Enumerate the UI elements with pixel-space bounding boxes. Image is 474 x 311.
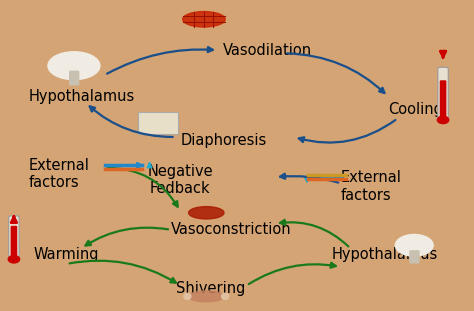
Text: Shivering: Shivering <box>175 281 245 296</box>
FancyBboxPatch shape <box>410 251 419 263</box>
FancyArrowPatch shape <box>287 53 384 93</box>
FancyArrowPatch shape <box>280 174 338 183</box>
FancyArrowPatch shape <box>90 106 173 137</box>
Ellipse shape <box>182 12 225 27</box>
Ellipse shape <box>48 52 100 80</box>
Ellipse shape <box>395 234 433 256</box>
Ellipse shape <box>184 293 191 299</box>
Text: External
factors: External factors <box>29 158 90 190</box>
Ellipse shape <box>222 293 229 299</box>
Text: Vasodilation: Vasodilation <box>223 43 312 58</box>
Text: Warming: Warming <box>34 247 99 262</box>
Text: External
factors: External factors <box>341 170 402 203</box>
FancyArrowPatch shape <box>249 263 336 284</box>
Text: Vasoconstriction: Vasoconstriction <box>171 222 292 237</box>
Text: Cooling: Cooling <box>388 102 443 117</box>
FancyBboxPatch shape <box>9 216 19 259</box>
FancyBboxPatch shape <box>138 112 178 134</box>
FancyBboxPatch shape <box>440 80 447 119</box>
Circle shape <box>438 116 449 123</box>
Text: Hypothalamus: Hypothalamus <box>29 89 135 104</box>
FancyArrowPatch shape <box>85 228 168 246</box>
FancyBboxPatch shape <box>70 71 79 85</box>
FancyArrowPatch shape <box>107 47 213 74</box>
Ellipse shape <box>189 207 224 219</box>
Ellipse shape <box>189 291 224 302</box>
Text: Negative
Fedback: Negative Fedback <box>147 164 213 197</box>
FancyBboxPatch shape <box>438 67 448 120</box>
Circle shape <box>8 256 19 263</box>
Text: Hypothalamus: Hypothalamus <box>331 247 438 262</box>
FancyArrowPatch shape <box>280 220 348 246</box>
FancyArrowPatch shape <box>299 120 395 143</box>
FancyBboxPatch shape <box>10 226 17 259</box>
FancyArrowPatch shape <box>108 168 178 207</box>
FancyArrowPatch shape <box>70 261 176 283</box>
Text: Diaphoresis: Diaphoresis <box>180 132 266 147</box>
